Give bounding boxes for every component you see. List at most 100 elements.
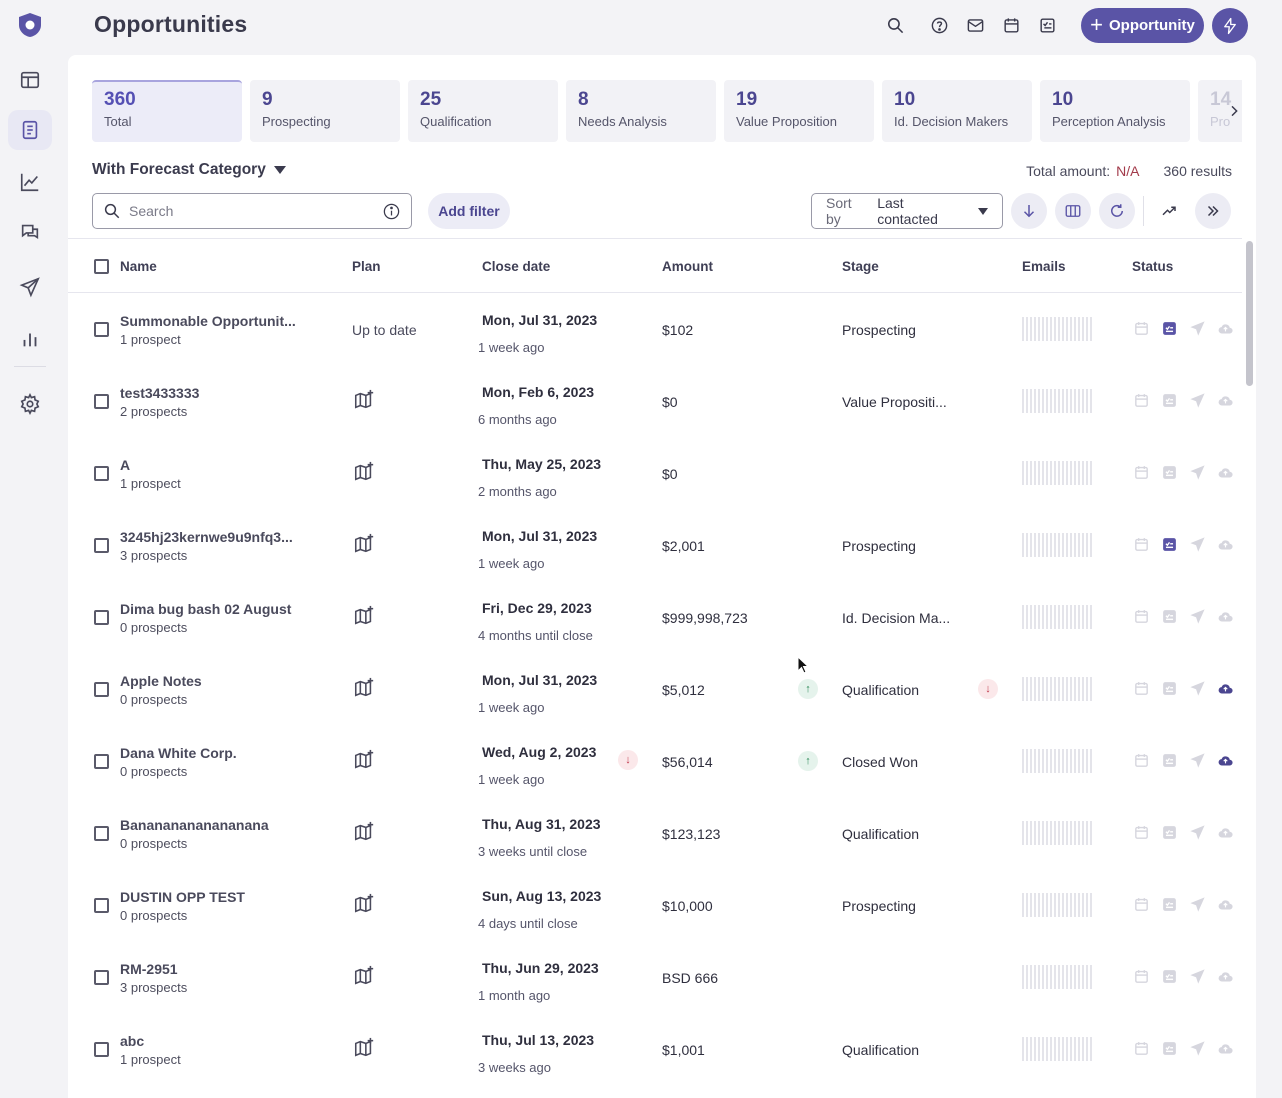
add-plan-map-icon[interactable] <box>353 533 375 555</box>
select-all-checkbox[interactable] <box>94 259 109 274</box>
search-icon[interactable] <box>885 15 905 35</box>
cloud-sync-icon[interactable] <box>1216 391 1234 409</box>
settings-icon[interactable] <box>8 384 52 424</box>
trend-button[interactable] <box>1151 193 1187 229</box>
sort-select[interactable]: Sort by Last contacted <box>811 193 1003 229</box>
calendar-icon[interactable] <box>1132 895 1150 913</box>
table-row[interactable]: test3433333 2 prospects Mon, Feb 6, 2023 6 … <box>68 365 1242 437</box>
cloud-sync-icon[interactable] <box>1216 751 1234 769</box>
cloud-sync-icon[interactable] <box>1216 607 1234 625</box>
send-icon[interactable] <box>1188 679 1206 697</box>
row-checkbox[interactable] <box>94 682 109 697</box>
row-checkbox[interactable] <box>94 466 109 481</box>
opportunity-name[interactable]: test3433333 <box>120 385 200 401</box>
opportunity-name[interactable]: Dima bug bash 02 August <box>120 601 292 617</box>
row-checkbox[interactable] <box>94 826 109 841</box>
opportunities-icon[interactable] <box>8 110 52 150</box>
column-name[interactable]: Name <box>120 259 157 274</box>
opportunity-name[interactable]: 3245hj23kernwe9u9nfq3... <box>120 529 293 545</box>
calendar-icon[interactable] <box>1132 823 1150 841</box>
calendar-icon[interactable] <box>1132 463 1150 481</box>
table-row[interactable]: Dana White Corp. 0 prospects Wed, Aug 2, 2… <box>68 725 1242 797</box>
forecast-category-dropdown[interactable]: With Forecast Category <box>92 161 286 179</box>
column-plan[interactable]: Plan <box>352 259 381 274</box>
task-icon[interactable] <box>1160 967 1178 985</box>
cloud-sync-icon[interactable] <box>1216 895 1234 913</box>
row-checkbox[interactable] <box>94 538 109 553</box>
calendar-icon[interactable] <box>1132 319 1150 337</box>
calendar-icon[interactable] <box>1001 15 1021 35</box>
add-plan-map-icon[interactable] <box>353 389 375 411</box>
reports-icon[interactable] <box>8 319 52 359</box>
chevron-right-icon[interactable] <box>1223 100 1242 122</box>
calendar-icon[interactable] <box>1132 679 1150 697</box>
send-icon[interactable] <box>1188 1039 1206 1057</box>
task-icon[interactable] <box>1160 391 1178 409</box>
task-icon[interactable] <box>1160 823 1178 841</box>
opportunity-name[interactable]: DUSTIN OPP TEST <box>120 889 245 905</box>
opportunity-name[interactable]: Banananananananana <box>120 817 269 833</box>
task-icon[interactable] <box>1160 607 1178 625</box>
task-icon[interactable] <box>1160 895 1178 913</box>
send-icon[interactable] <box>1188 967 1206 985</box>
row-checkbox[interactable] <box>94 1042 109 1057</box>
send-icon[interactable] <box>1188 607 1206 625</box>
table-row[interactable]: Dima bug bash 02 August 0 prospects Fri, D… <box>68 581 1242 653</box>
app-logo-icon[interactable] <box>17 12 43 38</box>
column-status[interactable]: Status <box>1132 259 1174 274</box>
sequences-icon[interactable] <box>8 267 52 307</box>
task-icon[interactable] <box>1160 319 1178 337</box>
opportunity-name[interactable]: abc <box>120 1033 145 1049</box>
calendar-icon[interactable] <box>1132 391 1150 409</box>
scrollbar[interactable] <box>1242 238 1256 1098</box>
row-checkbox[interactable] <box>94 394 109 409</box>
help-icon[interactable] <box>929 15 949 35</box>
cloud-sync-icon[interactable] <box>1216 823 1234 841</box>
cloud-sync-icon[interactable] <box>1216 535 1234 553</box>
tab-prospecting[interactable]: 9 Prospecting <box>250 80 400 142</box>
dashboard-icon[interactable] <box>8 60 52 100</box>
task-icon[interactable] <box>1160 463 1178 481</box>
add-filter-button[interactable]: Add filter <box>428 193 510 229</box>
add-plan-map-icon[interactable] <box>353 749 375 771</box>
add-plan-map-icon[interactable] <box>353 1037 375 1059</box>
calendar-icon[interactable] <box>1132 607 1150 625</box>
mail-icon[interactable] <box>965 15 985 35</box>
conversations-icon[interactable] <box>8 212 52 252</box>
scrollbar-thumb[interactable] <box>1246 241 1253 386</box>
send-icon[interactable] <box>1188 751 1206 769</box>
add-plan-map-icon[interactable] <box>353 893 375 915</box>
column-amount[interactable]: Amount <box>662 259 713 274</box>
add-plan-map-icon[interactable] <box>353 677 375 699</box>
bolt-icon[interactable] <box>1212 8 1248 43</box>
task-icon[interactable] <box>1160 751 1178 769</box>
table-row[interactable]: Apple Notes 0 prospects Mon, Jul 31, 2023 1… <box>68 653 1242 725</box>
cloud-sync-icon[interactable] <box>1216 319 1234 337</box>
expand-panel-button[interactable] <box>1195 193 1231 229</box>
tab-needs-analysis[interactable]: 8 Needs Analysis <box>566 80 716 142</box>
info-icon[interactable] <box>382 202 401 221</box>
column-stage[interactable]: Stage <box>842 259 879 274</box>
cloud-sync-icon[interactable] <box>1216 1039 1234 1057</box>
calendar-icon[interactable] <box>1132 751 1150 769</box>
opportunity-name[interactable]: Dana White Corp. <box>120 745 237 761</box>
cloud-sync-icon[interactable] <box>1216 463 1234 481</box>
task-icon[interactable] <box>1160 679 1178 697</box>
refresh-button[interactable] <box>1099 193 1135 229</box>
analytics-icon[interactable] <box>8 162 52 202</box>
table-row[interactable]: 3245hj23kernwe9u9nfq3... 3 prospects Mon, … <box>68 509 1242 581</box>
add-plan-map-icon[interactable] <box>353 461 375 483</box>
opportunity-name[interactable]: A <box>120 457 131 473</box>
add-plan-map-icon[interactable] <box>353 965 375 987</box>
tab-id-decision-makers[interactable]: 10 Id. Decision Makers <box>882 80 1032 142</box>
columns-button[interactable] <box>1055 193 1091 229</box>
table-row[interactable]: DUSTIN OPP TEST 0 prospects Sun, Aug 13, 2… <box>68 869 1242 941</box>
calendar-icon[interactable] <box>1132 1039 1150 1057</box>
table-row[interactable]: Summonable Opportunit... 1 prospect Up to … <box>68 293 1242 365</box>
table-row[interactable]: A 1 prospect Thu, May 25, 2023 2 months ago… <box>68 437 1242 509</box>
table-row[interactable]: RM-2951 3 prospects Thu, Jun 29, 2023 1 mon… <box>68 941 1242 1013</box>
add-plan-map-icon[interactable] <box>353 605 375 627</box>
tab-perception-analysis[interactable]: 10 Perception Analysis <box>1040 80 1190 142</box>
send-icon[interactable] <box>1188 391 1206 409</box>
opportunity-name[interactable]: Summonable Opportunit... <box>120 313 296 329</box>
